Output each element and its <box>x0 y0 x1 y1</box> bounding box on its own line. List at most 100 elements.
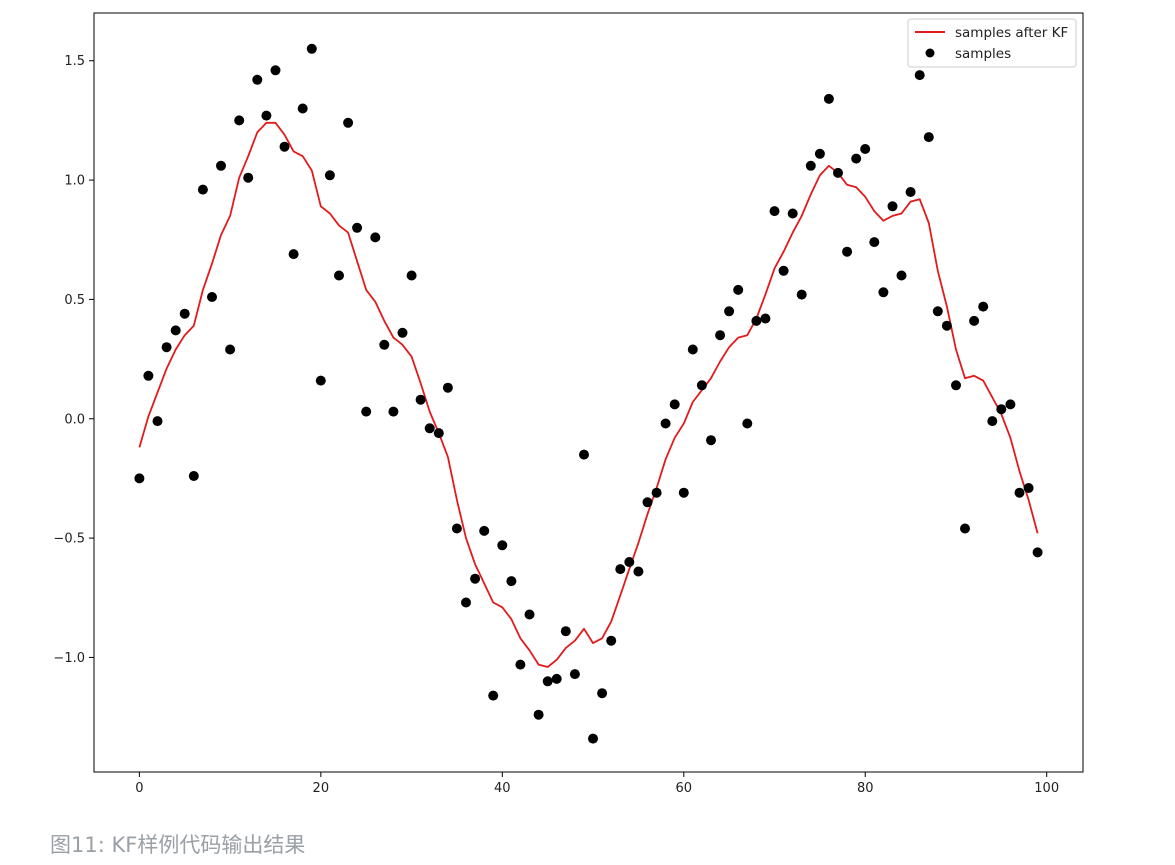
sample-point <box>805 160 816 171</box>
sample-point <box>633 566 644 577</box>
figure-caption: 图11: KF样例代码输出结果 <box>50 833 306 857</box>
sample-point <box>542 676 553 687</box>
y-tick-label: 0.5 <box>64 293 85 308</box>
sample-point <box>905 187 916 197</box>
sample-point <box>796 289 807 300</box>
sample-point <box>733 284 744 295</box>
sample-point <box>252 74 263 85</box>
plot-area <box>93 12 1084 773</box>
sample-point <box>207 292 217 302</box>
sample-point <box>978 301 989 312</box>
sample-point <box>760 313 771 324</box>
sample-point <box>134 473 145 484</box>
sample-point <box>987 416 998 427</box>
sample-point <box>624 557 635 567</box>
x-tick-label: 20 <box>313 781 330 796</box>
sample-point <box>442 382 453 393</box>
sample-point <box>932 306 943 317</box>
sample-point <box>569 669 580 680</box>
y-tick-label: 0.0 <box>64 412 85 427</box>
sample-point <box>560 626 571 637</box>
sample-point <box>597 688 608 699</box>
chart: 0 20 40 60 80 100 −1.0 −0.5 0.0 0.5 1.0 1.5 sample… <box>53 12 1084 796</box>
sample-point <box>288 249 299 260</box>
sample-point <box>814 148 825 159</box>
sample-point <box>352 222 363 233</box>
sample-point <box>869 237 880 248</box>
sample-point <box>152 416 163 427</box>
sample-point <box>424 423 435 434</box>
sample-point <box>524 609 535 620</box>
sample-point <box>479 525 490 536</box>
sample-point <box>225 344 236 355</box>
legend-label-kf: samples after KF <box>955 25 1068 41</box>
x-tick-label: 60 <box>675 781 692 796</box>
sample-point <box>315 375 326 386</box>
sample-point <box>170 325 181 336</box>
sample-point <box>678 487 689 498</box>
legend: samples after KF samples <box>907 18 1077 68</box>
sample-point <box>506 576 517 587</box>
x-tick-label: 100 <box>1034 781 1059 796</box>
sample-point <box>488 690 499 701</box>
sample-point <box>243 172 254 183</box>
sample-point <box>687 344 698 355</box>
sample-point <box>188 471 199 481</box>
legend-marker-samples <box>925 48 935 58</box>
sample-point <box>161 342 172 353</box>
legend-box <box>907 18 1077 68</box>
sample-point <box>270 65 281 76</box>
sample-point <box>823 93 834 104</box>
sample-point <box>615 564 626 575</box>
sample-point <box>778 265 789 276</box>
sample-point <box>923 132 934 143</box>
sample-point <box>1005 399 1016 410</box>
sample-point <box>197 184 208 195</box>
sample-point <box>969 315 980 326</box>
sample-point <box>533 709 544 720</box>
sample-point <box>715 330 726 341</box>
sample-point <box>361 406 372 417</box>
sample-point <box>433 428 444 439</box>
sample-point <box>660 418 671 429</box>
x-axis: 0 20 40 60 80 100 <box>135 772 1059 796</box>
x-tick-label: 40 <box>494 781 511 796</box>
sample-point <box>279 141 290 152</box>
sample-point <box>451 523 462 534</box>
y-tick-label: 1.0 <box>64 174 85 189</box>
sample-point <box>579 449 589 460</box>
sample-point <box>951 380 961 391</box>
sample-point <box>787 208 798 219</box>
sample-point <box>343 117 354 128</box>
sample-point <box>470 573 481 584</box>
sample-point <box>397 327 408 338</box>
y-tick-label: 1.5 <box>64 54 85 69</box>
sample-point <box>143 370 154 381</box>
sample-point <box>551 673 562 684</box>
y-axis: −1.0 −0.5 0.0 0.5 1.0 1.5 <box>53 54 94 666</box>
sample-point <box>216 160 226 171</box>
sample-point <box>588 733 598 744</box>
y-tick-label: −1.0 <box>53 651 85 666</box>
sample-point <box>941 320 952 331</box>
sample-point <box>297 103 308 114</box>
sample-point <box>306 43 317 54</box>
sample-point <box>751 315 762 326</box>
sample-point <box>1014 487 1025 498</box>
sample-point <box>515 659 526 670</box>
x-tick-label: 80 <box>857 781 874 796</box>
sample-point <box>842 246 853 257</box>
sample-point <box>724 306 735 317</box>
sample-point <box>406 270 417 281</box>
sample-point <box>1032 547 1043 558</box>
sample-point <box>742 418 753 429</box>
sample-point <box>606 635 617 646</box>
sample-point <box>234 115 245 126</box>
kf-line-layer <box>138 121 1039 668</box>
sample-point <box>860 144 871 154</box>
sample-point <box>896 270 907 281</box>
sample-point <box>642 497 653 508</box>
y-tick-label: −0.5 <box>53 532 85 547</box>
sample-point <box>370 232 381 243</box>
sample-point <box>1023 483 1034 493</box>
